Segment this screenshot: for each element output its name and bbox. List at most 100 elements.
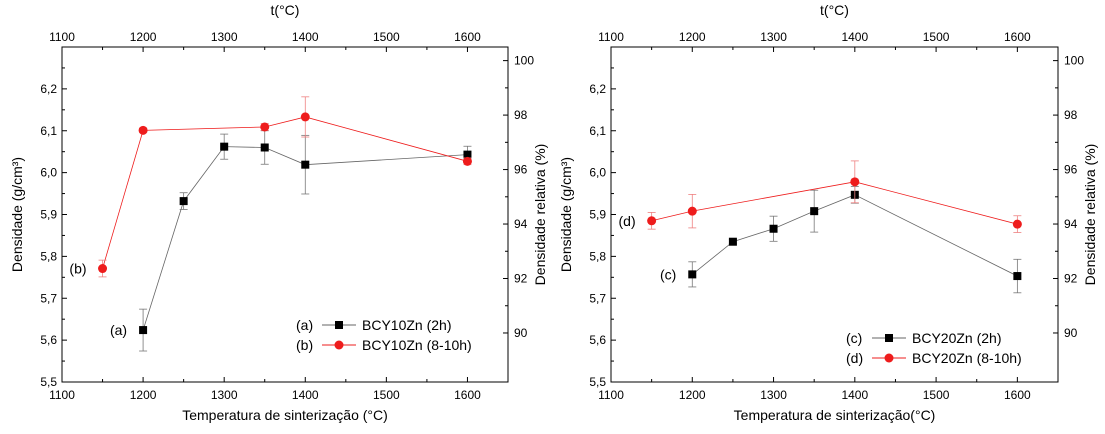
y-tick-label: 5,5 bbox=[589, 375, 606, 389]
y-tick-label: 6,1 bbox=[589, 124, 606, 138]
data-point bbox=[139, 326, 148, 335]
legend: (c) BCY20Zn (2h) (d) BCY20Zn (8-10h) bbox=[846, 330, 1022, 366]
right-y-tick-label: 98 bbox=[1064, 108, 1078, 122]
x-tick-label: 1400 bbox=[841, 388, 868, 402]
legend-marker bbox=[884, 353, 894, 363]
data-point bbox=[138, 125, 148, 135]
top-x-tick-label: 1200 bbox=[130, 30, 157, 44]
legend-tag: (b) bbox=[296, 337, 313, 353]
y-tick-label: 6,0 bbox=[40, 166, 57, 180]
x-tick-label: 1200 bbox=[679, 388, 706, 402]
y-tick-label: 5,7 bbox=[589, 291, 606, 305]
top-x-tick-label: 1300 bbox=[211, 30, 238, 44]
legend-label: BCY20Zn (2h) bbox=[912, 330, 1001, 346]
series-line bbox=[692, 194, 1018, 277]
right-y-tick-label: 94 bbox=[514, 217, 528, 231]
x-tick-label: 1100 bbox=[49, 388, 75, 402]
y-tick-label: 5,5 bbox=[40, 375, 57, 389]
data-point bbox=[728, 237, 737, 246]
right-y-tick-label: 94 bbox=[1064, 217, 1078, 231]
legend-label: BCY20Zn (8-10h) bbox=[912, 350, 1022, 366]
series-line bbox=[142, 146, 468, 331]
y-tick-label: 6,0 bbox=[589, 166, 606, 180]
x-axis-title: Temperatura de sinterização (°C) bbox=[182, 407, 388, 423]
data-point bbox=[463, 150, 472, 159]
legend-tag: (d) bbox=[846, 350, 863, 366]
data-point bbox=[260, 143, 269, 152]
y-tick-label: 6,2 bbox=[40, 82, 57, 96]
point-annotation: (a) bbox=[110, 322, 127, 338]
series-line bbox=[651, 181, 1018, 225]
top-x-tick-label: 1400 bbox=[292, 30, 319, 44]
top-axis-title: t(°C) bbox=[820, 2, 849, 18]
right-y-tick-label: 90 bbox=[1064, 326, 1078, 340]
y-tick-label: 5,8 bbox=[589, 249, 606, 263]
chart-right: 1100 1200 1300 1400 1500 1600 1100 1200 1300 1400… bbox=[558, 2, 1098, 423]
right-y-tick-label: 92 bbox=[1064, 272, 1078, 286]
right-y-tick-label: 100 bbox=[514, 54, 534, 68]
top-x-tick-label: 1200 bbox=[679, 30, 706, 44]
series-1 bbox=[688, 186, 1022, 294]
y-tick-label: 5,6 bbox=[589, 333, 606, 347]
legend-label: BCY10Zn (2h) bbox=[362, 317, 451, 333]
legend-tag: (a) bbox=[296, 317, 313, 333]
y-axis-title: Densidade (g/cm³) bbox=[9, 157, 25, 272]
right-y-axis-title: Densidade relativa (%) bbox=[1082, 144, 1098, 286]
right-y-axis-title: Densidade relativa (%) bbox=[532, 144, 548, 286]
x-tick-label: 1500 bbox=[373, 388, 400, 402]
data-point bbox=[301, 160, 310, 169]
data-point bbox=[220, 142, 229, 151]
chart-left: 1100 1200 1300 1400 1500 1600 1100 1200 1300 1400… bbox=[9, 2, 548, 423]
top-x-tick-label: 1600 bbox=[1004, 30, 1031, 44]
data-point bbox=[300, 112, 310, 122]
right-y-tick-label: 92 bbox=[514, 272, 528, 286]
data-point bbox=[1013, 272, 1022, 281]
legend-marker bbox=[334, 340, 344, 350]
x-tick-label: 1300 bbox=[760, 388, 787, 402]
x-tick-label: 1400 bbox=[292, 388, 319, 402]
legend-tag: (c) bbox=[846, 330, 862, 346]
data-point bbox=[260, 122, 270, 132]
y-tick-label: 5,6 bbox=[40, 333, 57, 347]
y-tick-label: 5,9 bbox=[589, 208, 606, 222]
y-tick-label: 5,7 bbox=[40, 291, 57, 305]
y-tick-label: 5,9 bbox=[40, 208, 57, 222]
top-x-tick-label: 1500 bbox=[373, 30, 400, 44]
top-x-tick-label: 1600 bbox=[454, 30, 481, 44]
right-y-tick-label: 96 bbox=[1064, 163, 1078, 177]
data-point bbox=[462, 156, 472, 166]
y-tick-label: 6,1 bbox=[40, 124, 57, 138]
series-1 bbox=[139, 130, 472, 352]
x-axis-title: Temperatura de sinterização(°C) bbox=[734, 407, 936, 423]
y-tick-label: 5,8 bbox=[40, 249, 57, 263]
top-x-tick-label: 1100 bbox=[49, 30, 75, 44]
data-point bbox=[179, 197, 188, 206]
right-y-tick-label: 90 bbox=[514, 326, 528, 340]
data-point bbox=[810, 207, 819, 216]
data-point bbox=[769, 224, 778, 233]
x-tick-label: 1100 bbox=[598, 388, 624, 402]
series-line bbox=[102, 116, 468, 269]
top-x-tick-label: 1400 bbox=[841, 30, 868, 44]
data-point bbox=[850, 177, 860, 187]
data-point bbox=[687, 206, 697, 216]
right-y-tick-label: 98 bbox=[514, 108, 528, 122]
series-2 bbox=[647, 160, 1022, 233]
top-x-tick-label: 1500 bbox=[923, 30, 950, 44]
x-tick-label: 1500 bbox=[923, 388, 950, 402]
right-y-tick-label: 100 bbox=[1064, 54, 1084, 68]
x-tick-label: 1200 bbox=[130, 388, 157, 402]
point-annotation: (d) bbox=[619, 213, 636, 229]
y-tick-label: 6,2 bbox=[589, 82, 606, 96]
legend: (a) BCY10Zn (2h) (b) BCY10Zn (8-10h) bbox=[296, 317, 472, 353]
legend-marker bbox=[335, 321, 343, 329]
legend-marker bbox=[885, 334, 893, 342]
top-axis-title: t(°C) bbox=[271, 2, 300, 18]
top-x-tick-label: 1300 bbox=[760, 30, 787, 44]
x-tick-label: 1600 bbox=[1004, 388, 1031, 402]
series-2 bbox=[98, 96, 472, 278]
legend-label: BCY10Zn (8-10h) bbox=[362, 337, 472, 353]
data-point bbox=[1012, 219, 1022, 229]
data-point bbox=[647, 216, 657, 226]
